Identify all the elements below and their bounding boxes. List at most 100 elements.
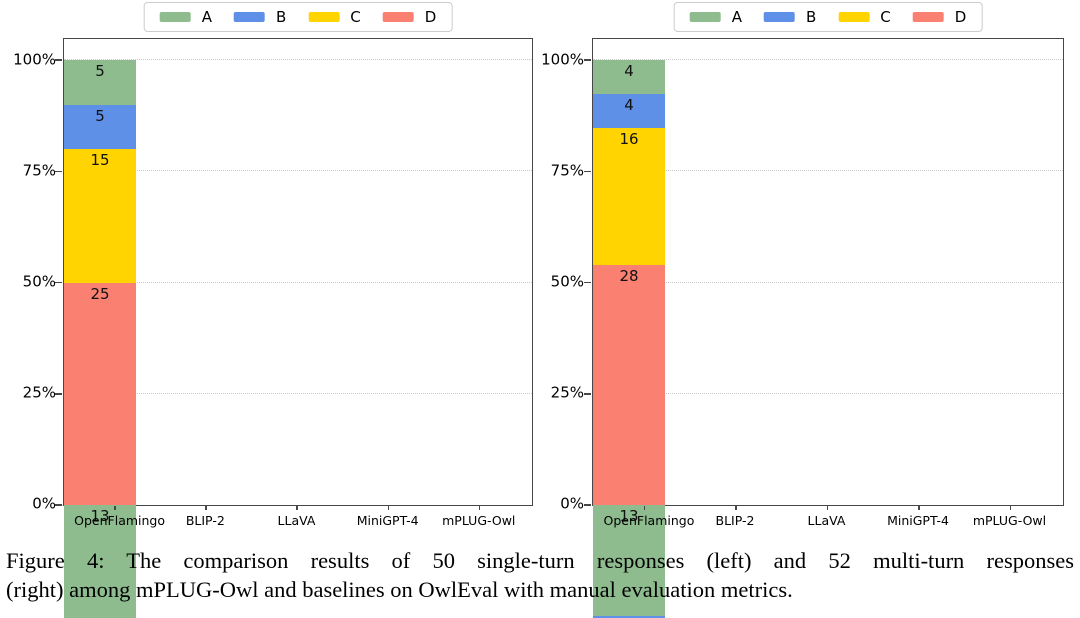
bars: 25155515913132131223210335081032 (64, 60, 532, 618)
legend-item-C: C (838, 8, 891, 26)
legend-swatch-b-icon (763, 12, 795, 22)
segment-value-label: 5 (95, 106, 105, 125)
y-tick-label: 100% (13, 50, 56, 69)
y-tick-mark (55, 393, 62, 395)
legend-swatch-d-icon (382, 12, 414, 22)
y-tick-mark (584, 170, 591, 172)
y-tick-label: 50% (22, 272, 56, 291)
legend-swatch-c-icon (308, 12, 340, 22)
legend-item-A: A (159, 8, 212, 26)
x-tick-label-LLaVA: LLaVA (787, 506, 867, 528)
y-tick-label: 25% (550, 383, 584, 402)
legend-item-B: B (763, 8, 817, 26)
gridline-75 (593, 170, 1063, 172)
gridline-50 (64, 281, 532, 283)
x-tick-label-mPLUG-Owl: mPLUG-Owl (439, 506, 519, 528)
y-tick-mark (55, 170, 62, 172)
segment-value-label: 13 (90, 507, 110, 526)
legend: A B C D (673, 2, 983, 32)
legend-label: B (805, 8, 817, 26)
segment-value-label: 25 (90, 284, 110, 303)
legend-item-D: D (382, 8, 437, 26)
y-tick-label: 50% (550, 272, 584, 291)
gridline-25 (64, 392, 532, 394)
bar-segment-OpenFlamingo-D: 28 (593, 265, 665, 505)
bar-OpenFlamingo: 25 15 5 5 (64, 60, 136, 505)
x-tick-label-BLIP-2: BLIP-2 (695, 506, 775, 528)
x-axis: OpenFlamingo BLIP-2 LLaVA MiniGPT-4 mPLUG-Ow… (592, 506, 1061, 528)
y-tick-mark (55, 59, 62, 61)
legend-item-A: A (689, 8, 742, 26)
legend-item-C: C (308, 8, 361, 26)
segment-value-label: 15 (90, 151, 110, 169)
x-tick-label-LLaVA: LLaVA (256, 506, 336, 528)
bar-segment-OpenFlamingo-B: 4 (593, 94, 665, 129)
legend-swatch-b-icon (233, 12, 265, 22)
segment-value-label: 13 (619, 507, 639, 526)
y-tick-label: 75% (22, 161, 56, 180)
plot-box: 25155515913132131223210335081032 (55, 38, 533, 618)
segment-value-label: 28 (619, 267, 639, 286)
legend-item-B: B (233, 8, 286, 26)
bar-OpenFlamingo: 28 16 4 4 (593, 60, 665, 505)
x-tick-label-OpenFlamingo: OpenFlamingo (604, 506, 694, 528)
gridline-25 (593, 392, 1063, 394)
bar-segment-OpenFlamingo-A: 4 (593, 60, 665, 95)
y-tick-label: 0% (32, 494, 56, 513)
bar-segment-OpenFlamingo-C: 16 (593, 128, 665, 266)
bar-BLIP-2: 1591313 (64, 505, 136, 618)
x-tick-label-MiniGPT-4: MiniGPT-4 (878, 506, 958, 528)
y-tick-mark (584, 504, 591, 506)
y-tick-mark (55, 281, 62, 284)
segment-value-label: 16 (619, 130, 639, 149)
gridline-100 (593, 59, 1063, 60)
x-tick-label-BLIP-2: BLIP-2 (165, 506, 245, 528)
bar-segment-OpenFlamingo-B: 5 (64, 104, 136, 149)
y-tick-mark (584, 59, 591, 61)
y-tick-mark (584, 393, 591, 395)
gridlines (584, 59, 1063, 506)
legend-label: D (424, 8, 437, 26)
bar-segment-BLIP-2-B: 10 (593, 616, 665, 618)
bars: 281644121710130191716021625013831 (593, 60, 1063, 618)
segment-value-label: 4 (624, 62, 634, 81)
y-tick-label: 0% (560, 494, 584, 513)
legend-swatch-a-icon (689, 12, 721, 22)
legend-label: A (731, 8, 742, 26)
y-axis: 0% 25% 50% 75% 100% (10, 52, 66, 511)
legend-swatch-a-icon (159, 12, 191, 22)
segment-value-label: 4 (624, 96, 634, 115)
gridlines (55, 59, 532, 506)
bar-segment-BLIP-2-A: 13 (64, 505, 136, 618)
bar-segment-OpenFlamingo-C: 15 (64, 149, 136, 283)
bar-segment-BLIP-2-A: 13 (593, 505, 665, 617)
legend-item-D: D (912, 8, 966, 26)
gridline-75 (64, 170, 532, 172)
x-tick-label-mPLUG-Owl: mPLUG-Owl (970, 506, 1050, 528)
legend: A B C D (143, 2, 453, 32)
legend-swatch-d-icon (912, 12, 944, 22)
y-tick-label: 25% (22, 383, 56, 402)
segment-value-label: 5 (95, 62, 105, 80)
caption-line-2: (right) among mPLUG-Owl and baselines on… (6, 577, 793, 602)
y-axis: 0% 25% 50% 75% 100% (538, 52, 594, 511)
plot-box: 281644121710130191716021625013831 (584, 38, 1064, 618)
x-tick-label-OpenFlamingo: OpenFlamingo (74, 506, 165, 528)
legend-label: C (350, 8, 361, 26)
legend-label: A (201, 8, 212, 26)
legend-swatch-c-icon (838, 12, 870, 22)
x-tick-label-MiniGPT-4: MiniGPT-4 (348, 506, 428, 528)
gridline-100 (64, 59, 532, 60)
y-tick-label: 100% (541, 50, 584, 69)
legend-label: C (880, 8, 891, 26)
y-tick-mark (584, 281, 591, 284)
bar-BLIP-2: 12171013 (593, 505, 665, 618)
bar-segment-OpenFlamingo-D: 25 (64, 282, 136, 505)
figure-caption: Figure 4: The comparison results of 50 s… (6, 546, 1074, 604)
caption-line-1: Figure 4: The comparison results of 50 s… (6, 548, 1074, 573)
y-tick-mark (55, 504, 62, 506)
x-axis: OpenFlamingo BLIP-2 LLaVA MiniGPT-4 mPLUG-Ow… (63, 506, 530, 528)
